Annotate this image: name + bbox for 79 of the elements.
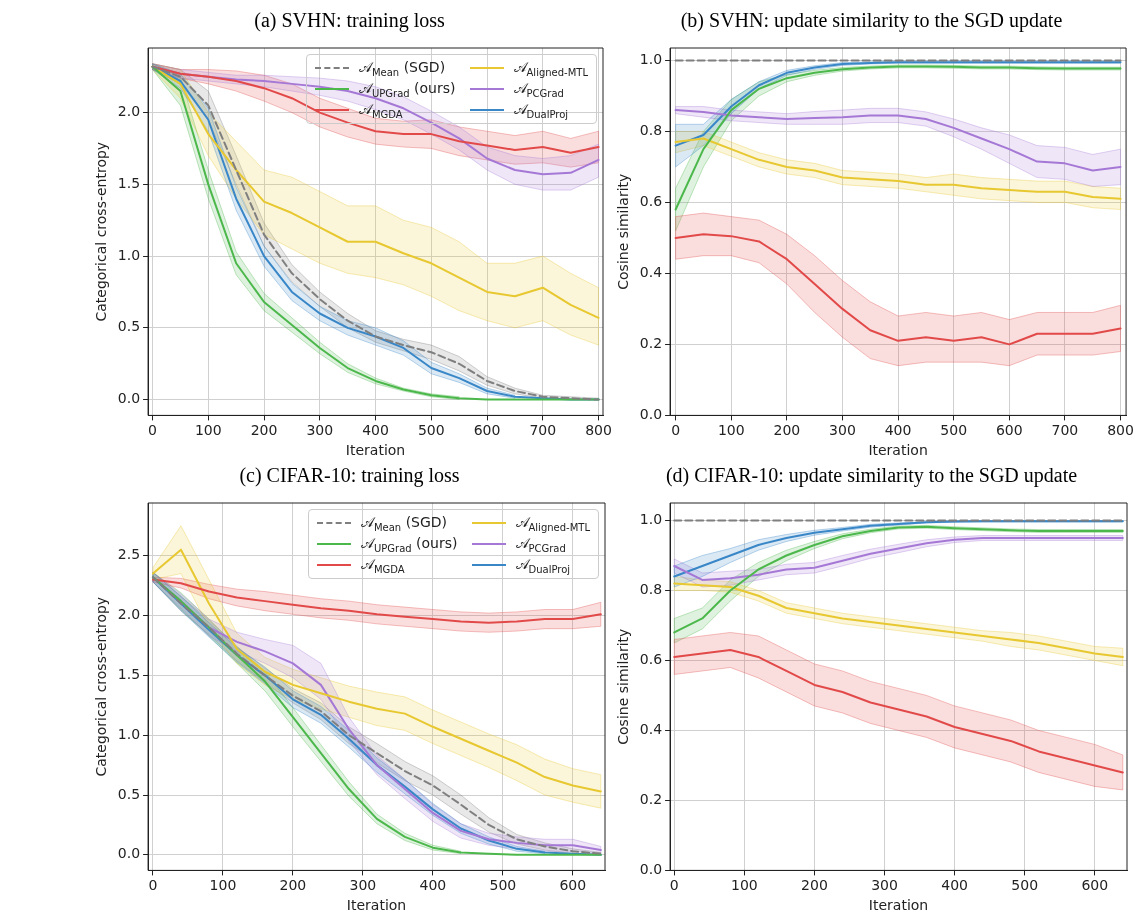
legend-label: 𝒜$_{MGDA}$ (358, 100, 403, 120)
y-tick-label: 1.0 (639, 51, 663, 68)
y-tick-label: 0.0 (117, 390, 141, 407)
x-tick-label: 0 (148, 422, 157, 439)
x-tick-label: 700 (529, 422, 557, 439)
y-tick-label: 0.5 (117, 785, 141, 802)
y-tick-label: 0.8 (639, 122, 663, 139)
y-axis-title: Categorical cross-entropy (93, 596, 110, 777)
x-tick-label: 300 (829, 422, 856, 439)
x-tick-label: 0 (669, 877, 679, 894)
x-tick-label: 100 (209, 877, 237, 894)
x-tick-label: 500 (940, 422, 968, 439)
x-tick-label: 400 (941, 877, 968, 894)
x-tick-label: 500 (489, 877, 517, 894)
x-axis-title: Iteration (868, 897, 929, 914)
y-tick-label: 0.6 (639, 651, 663, 668)
x-axis-title: Iteration (868, 442, 928, 459)
x-tick-label: 100 (717, 422, 745, 439)
y-axis-title: Cosine similarity (615, 628, 632, 745)
x-axis-title: Iteration (346, 897, 407, 914)
x-tick-label: 500 (1011, 877, 1039, 894)
x-tick-label: 0 (148, 877, 158, 894)
y-axis-title: Cosine similarity (615, 173, 632, 290)
y-tick-label: 0.0 (639, 406, 663, 423)
x-tick-label: 400 (362, 422, 389, 439)
x-tick-label: 600 (559, 877, 587, 894)
x-tick-label: 400 (884, 422, 912, 439)
x-tick-label: 800 (1107, 422, 1134, 439)
y-tick-label: 2.0 (117, 606, 141, 623)
x-tick-label: 600 (1081, 877, 1109, 894)
y-tick-label: 1.0 (117, 725, 141, 742)
x-tick-label: 200 (773, 422, 801, 439)
y-tick-label: 0.2 (639, 335, 663, 352)
y-tick-label: 0.0 (639, 861, 663, 878)
y-tick-label: 0.4 (639, 721, 663, 738)
x-tick-label: 0 (671, 422, 681, 439)
y-tick-label: 0.4 (639, 264, 663, 281)
chart-title: (d) CIFAR-10: update similarity to the SGD update (665, 464, 1078, 488)
x-tick-label: 100 (730, 877, 758, 894)
x-tick-label: 800 (585, 422, 612, 439)
legend-label: 𝒜$_{Aligned-MTL}$ (513, 59, 589, 78)
y-tick-label: 1.0 (117, 246, 141, 263)
legend-label: 𝒜$_{DualProj}$ (515, 555, 571, 575)
legend-label: 𝒜$_{MGDA}$ (360, 555, 405, 575)
x-tick-label: 700 (1051, 422, 1079, 439)
chart-title: (b) SVHN: update similarity to the SGD update (680, 9, 1063, 33)
y-tick-label: 1.5 (117, 174, 141, 191)
legend-label: 𝒜$_{Mean}$ (SGD) (358, 59, 446, 78)
y-tick-label: 0.0 (117, 845, 141, 862)
y-tick-label: 0.6 (639, 193, 663, 210)
x-tick-label: 600 (473, 422, 501, 439)
x-tick-label: 600 (995, 422, 1023, 439)
x-tick-label: 200 (279, 877, 307, 894)
x-tick-label: 100 (194, 422, 222, 439)
x-tick-label: 200 (801, 877, 828, 894)
legend-label: 𝒜$_{Aligned-MTL}$ (515, 514, 590, 533)
x-tick-label: 500 (417, 422, 445, 439)
x-tick-label: 400 (419, 877, 447, 894)
y-tick-label: 1.0 (639, 511, 663, 528)
chart-title: (c) CIFAR-10: training loss (239, 464, 460, 488)
y-axis-title: Categorical cross-entropy (93, 141, 110, 322)
legend-label: 𝒜$_{PCGrad}$ (513, 79, 564, 99)
x-axis-title: Iteration (345, 442, 406, 459)
legend-label: 𝒜$_{PCGrad}$ (515, 534, 566, 554)
legend-label: 𝒜$_{UPGrad}$ (ours) (358, 79, 456, 99)
y-tick-label: 2.5 (117, 546, 141, 563)
y-tick-label: 0.5 (117, 318, 141, 335)
x-tick-label: 300 (871, 877, 898, 894)
x-tick-label: 300 (306, 422, 334, 439)
x-tick-label: 200 (250, 422, 278, 439)
x-tick-label: 300 (349, 877, 377, 894)
chart-title: (a) SVHN: training loss (254, 9, 445, 33)
y-tick-label: 0.8 (639, 581, 663, 598)
legend-label: 𝒜$_{DualProj}$ (513, 100, 569, 120)
legend-label: 𝒜$_{UPGrad}$ (ours) (360, 534, 458, 554)
y-tick-label: 1.5 (117, 665, 141, 682)
legend-label: 𝒜$_{Mean}$ (SGD) (360, 514, 448, 533)
y-tick-label: 0.2 (639, 791, 663, 808)
y-tick-label: 2.0 (117, 103, 141, 120)
